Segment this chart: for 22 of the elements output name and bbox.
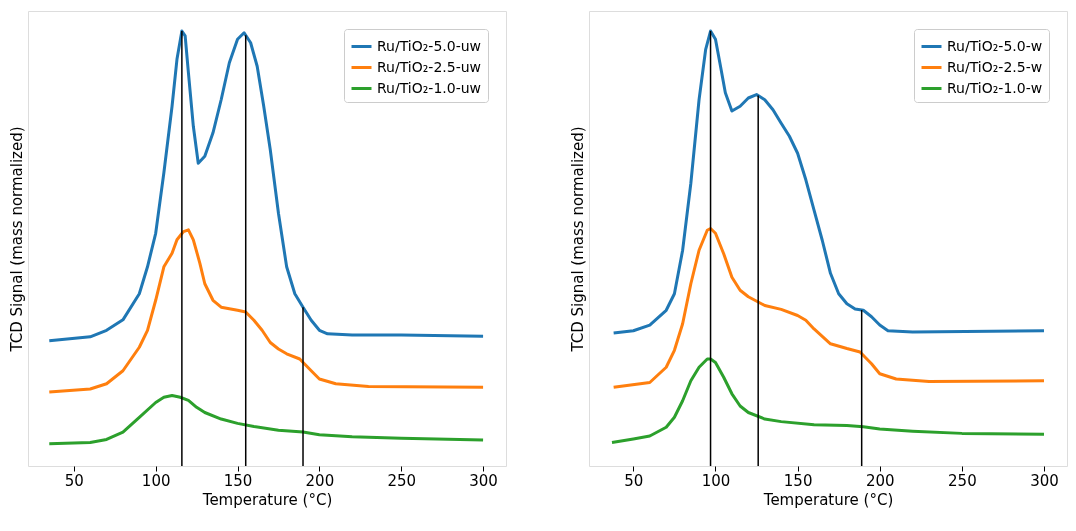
x-tick-label: 250: [948, 471, 977, 490]
legend-label: Ru/TiO₂-2.5-w: [947, 58, 1043, 75]
x-tick-label: 300: [1030, 471, 1059, 490]
x-axis-title: Temperature (°C): [201, 490, 333, 509]
x-tick-label: 300: [469, 471, 498, 490]
x-tick-label: 250: [387, 471, 417, 490]
x-tick-label: 50: [64, 471, 84, 490]
legend-label: Ru/TiO₂-2.5-uw: [377, 58, 482, 75]
x-tick-label: 100: [701, 471, 731, 490]
x-axis-title: Temperature (°C): [762, 490, 894, 509]
y-axis-title: TCD Signal (mass normalized): [568, 126, 587, 353]
x-tick-label: 150: [223, 471, 253, 490]
x-tick-label: 50: [624, 471, 644, 490]
x-tick-label: 150: [783, 471, 813, 490]
legend-label: Ru/TiO₂-1.0-uw: [377, 79, 482, 96]
legend-label: Ru/TiO₂-5.0-uw: [377, 37, 482, 54]
legend-label: Ru/TiO₂-5.0-w: [947, 37, 1043, 54]
legend-label: Ru/TiO₂-1.0-w: [947, 79, 1043, 96]
x-tick-label: 200: [865, 471, 895, 490]
y-axis-title: TCD Signal (mass normalized): [7, 126, 26, 353]
x-tick-label: 200: [305, 471, 335, 490]
x-tick-label: 100: [141, 471, 171, 490]
